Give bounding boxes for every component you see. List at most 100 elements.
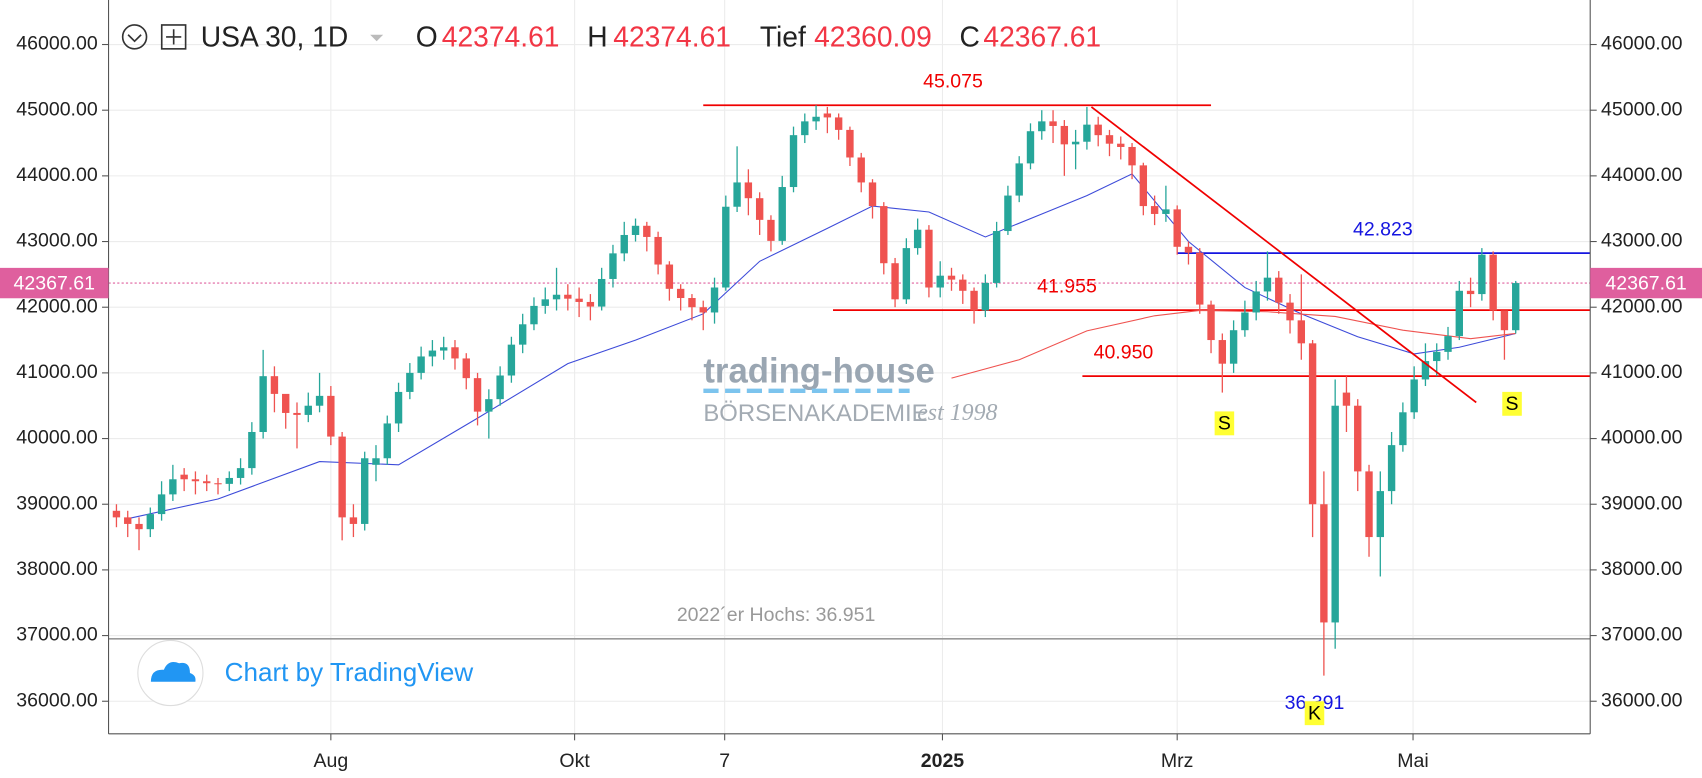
candle-body [406,372,414,392]
marker: S [1506,393,1519,415]
candle-body [1004,195,1012,232]
candle-body [530,305,538,325]
grid [108,0,1591,734]
watermark: trading-house BÖRSENAKADEMIE est 1998 [703,353,998,427]
y-tick-label: 44000.00 [1601,164,1683,186]
candle-body [1139,165,1148,207]
candle-body [1512,283,1520,331]
candle-body [981,282,990,311]
y-tick-label: 41000.00 [16,361,98,383]
candle-body [789,135,798,188]
marker-bg [1502,391,1522,416]
candle-body [146,514,154,530]
candle-body [631,225,640,235]
watermark-sub: BÖRSENAKADEMIE [703,400,927,427]
y-tick-label: 45000.00 [16,98,98,120]
candle-body [778,187,786,241]
candle-body [518,324,527,345]
tv-cloud [150,662,196,682]
candle-body [1489,254,1497,311]
ohlc-value: 42374.61 [442,21,560,53]
candle-body [1083,124,1091,142]
candle-body [1478,254,1486,295]
watermark-est: est 1998 [917,400,997,426]
candle-body [823,113,832,118]
compare-icon[interactable] [160,24,187,50]
candle-body [372,458,380,465]
candle-body [169,479,177,495]
candle-body [970,290,978,311]
candle-body [868,182,877,207]
candle-body [236,468,245,478]
ohlc-label: C [960,21,980,53]
marker: K [1308,702,1321,724]
candle-body [315,395,324,406]
price-tag [1590,267,1702,299]
plus [166,29,182,45]
candle-body [1094,124,1102,136]
candle-body [225,477,233,484]
credit-text[interactable]: Chart by TradingView [225,657,474,687]
candle-body [485,399,493,412]
candle-body [755,198,764,220]
candle-body [1320,504,1328,623]
candle-body [462,358,470,379]
candle-body [846,129,854,158]
y-tick-label: 37000.00 [16,624,98,646]
y-tick-label: 37000.00 [1601,624,1683,646]
candle-body [1229,330,1238,364]
candle-body [1308,343,1317,505]
y-tick-label: 44000.00 [16,164,98,186]
dropdown[interactable] [370,34,384,42]
moving-average [127,173,1516,520]
level-label: 42.823 [1353,219,1413,241]
symbol[interactable]: USA 30, 1D [201,21,348,53]
candle-body [473,378,482,412]
y-tick-label: 43000.00 [1601,230,1683,252]
candle-body [394,391,403,424]
candle-body [203,481,211,484]
trendline [1090,106,1477,404]
ohlc-label: H [587,21,607,53]
collapse-icon[interactable] [121,24,148,50]
candle-body [1038,121,1046,132]
x-tick-label: 7 [719,750,730,772]
candle-body [1399,412,1407,446]
price-tag [0,267,109,299]
level-label: 2022´er Hochs: 36.951 [677,604,876,626]
y-tick-label: 46000.00 [16,33,98,55]
candle-body [1455,290,1463,337]
ohlc-value: 42374.61 [613,21,731,53]
candle-body [902,248,911,300]
candle-body [1015,163,1023,196]
candle-body [361,458,369,524]
candle-body [1105,135,1114,144]
level-label: 40.950 [1094,342,1154,364]
candle-body [1387,445,1396,492]
level-label: 41.955 [1037,276,1097,298]
candle-body [947,275,956,280]
candle-body [124,517,132,524]
candle-body [857,157,865,183]
candle-body [1444,336,1452,352]
candle-body [936,275,944,288]
y-tick-label: 36000.00 [16,689,98,711]
candle-body [1421,361,1430,380]
ohlc-label: O [416,21,438,53]
candle-body [349,517,358,524]
candle-body [1060,125,1069,145]
candle-body [880,206,888,264]
candle-body [733,182,741,207]
y-tick-label: 38000.00 [1601,558,1683,580]
ohlc-value: 42360.09 [814,21,932,53]
candle-body [304,405,312,415]
y-tick-label: 40000.00 [1601,427,1683,449]
candle-body [282,393,290,413]
candle-body [1218,340,1227,364]
candle-body [191,479,200,482]
candle-body [913,229,922,249]
candle-body [383,423,391,459]
candle-body [699,307,707,313]
candle-body [643,225,651,237]
